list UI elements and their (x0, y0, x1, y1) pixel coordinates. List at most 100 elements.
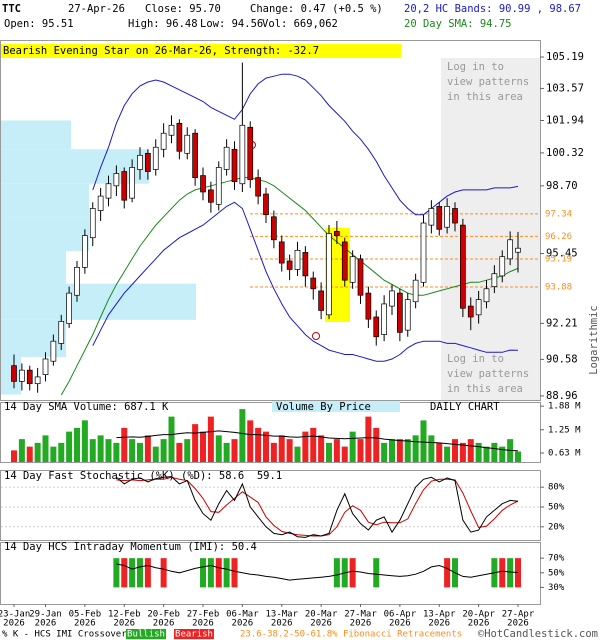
candle-body (255, 177, 261, 197)
volume-bar (231, 439, 238, 462)
candle-body (389, 290, 395, 307)
x-tick-label: 27-Mar (344, 610, 377, 620)
candle-body (66, 292, 72, 324)
imi-line (116, 563, 519, 581)
candle-body (357, 258, 364, 296)
volume-by-price-bar (1, 319, 66, 357)
volume-by-price-bar (1, 283, 196, 320)
bearish-key (174, 629, 214, 639)
x-tick-year: 2026 (153, 619, 175, 629)
volume-bar (168, 416, 175, 462)
y-tick-label: 50% (548, 502, 565, 512)
volume-bar (247, 420, 254, 462)
volume-bar (97, 435, 104, 462)
imi-crossover-bar (200, 558, 206, 588)
lower-band (92, 201, 519, 362)
x-tick-year: 2026 (350, 619, 372, 629)
candle-body (278, 241, 285, 264)
candle-body (365, 292, 372, 320)
y-tick-label: 100.32 (546, 147, 584, 159)
volume-by-price-bar (1, 183, 89, 218)
volume-bar (341, 446, 348, 462)
volume-bar (365, 416, 372, 462)
y-tick-label: 0.63 M (548, 449, 581, 459)
x-tick-year: 2026 (310, 619, 332, 629)
candle-body (373, 316, 380, 338)
volume-bar (184, 439, 191, 462)
candle-body (334, 231, 340, 236)
candle-body (58, 321, 65, 344)
x-tick-label: 12-Feb (108, 610, 141, 620)
crossover-label: % K - HCS IMI Crossover: (2, 630, 132, 640)
volume-bar (223, 442, 230, 462)
volume-bar (404, 439, 411, 462)
y-tick-label: 98.70 (546, 180, 578, 192)
volume-bar (105, 439, 112, 462)
sma-line (60, 177, 519, 396)
y-tick-label: 1.88 M (548, 402, 581, 412)
x-tick-year: 2026 (113, 619, 135, 629)
volume-bar (34, 442, 41, 462)
imi-crossover-bar (231, 558, 238, 588)
volume-bar (113, 442, 120, 462)
volume-bar (270, 442, 277, 462)
candle-body (89, 208, 96, 239)
x-tick-label: 27-Apr (502, 610, 535, 620)
candle-body (397, 292, 403, 333)
volume-bar (207, 416, 214, 462)
x-tick-year: 2026 (232, 619, 254, 629)
volume-bar (144, 435, 151, 462)
fibonacci-label: 95.19 (545, 255, 572, 265)
y-tick-label: 90.58 (546, 353, 578, 365)
price-panel (0, 40, 541, 401)
candle-body (475, 299, 482, 316)
legend-bullish: Bullish (127, 630, 165, 640)
y-tick-label: 1.25 M (548, 425, 581, 435)
candle-body (184, 134, 191, 154)
candle-body (436, 206, 443, 230)
x-tick-label: 20-Mar (305, 610, 338, 620)
bands-info: 20,2 HC Bands: 90.99 , 98.67 (404, 3, 581, 15)
volume-bar (515, 451, 521, 462)
volume-panel (0, 402, 541, 463)
imi-title: 14 Day HCS Intraday Momentum (IMI): 50.4 (4, 541, 257, 553)
login-note: Log in to (447, 61, 504, 73)
volume-title: 14 Day SMA Volume: 687.1 K (4, 401, 169, 413)
volume-bar (42, 435, 49, 462)
y-tick-label: 30% (548, 583, 565, 593)
x-tick-year: 2026 (428, 619, 450, 629)
x-tick-year: 2026 (271, 619, 293, 629)
y-tick-label: 80% (548, 483, 565, 493)
pattern-banner: Bearish Evening Star on 26-Mar-26, Stren… (3, 45, 319, 57)
y-tick-label: 92.21 (546, 317, 578, 329)
x-tick-year: 2026 (507, 619, 529, 629)
candle-body (467, 305, 474, 318)
candle-body (286, 260, 293, 270)
volume-bar (349, 431, 356, 462)
volume-bar (396, 439, 403, 462)
volume-by-price-bar (1, 120, 71, 150)
imi-crossover-bar (349, 558, 356, 588)
candle-body (294, 249, 301, 270)
candle-body (507, 239, 513, 260)
y-tick-label: 50% (548, 568, 565, 578)
stochastic-panel (0, 470, 541, 541)
volume-bar (160, 439, 167, 462)
x-tick-label: 13-Mar (265, 610, 298, 620)
x-tick-label: 29-Jan (29, 610, 62, 620)
candle-body (247, 126, 254, 181)
volume-info: Vol: 669,062 (262, 18, 338, 30)
candle-body (105, 183, 112, 199)
volume-bar (381, 442, 388, 462)
candle-body (50, 340, 57, 362)
volume-bar (26, 446, 33, 462)
volume-bar (66, 431, 73, 462)
login-note: Log in to (447, 353, 504, 365)
candle-body (223, 146, 230, 170)
sma-info: 20 Day SMA: 94.75 (404, 18, 511, 30)
volume-bar (255, 427, 262, 462)
x-tick-label: 06-Apr (384, 610, 417, 620)
candle-body (318, 290, 324, 311)
volume-bar (333, 439, 340, 462)
